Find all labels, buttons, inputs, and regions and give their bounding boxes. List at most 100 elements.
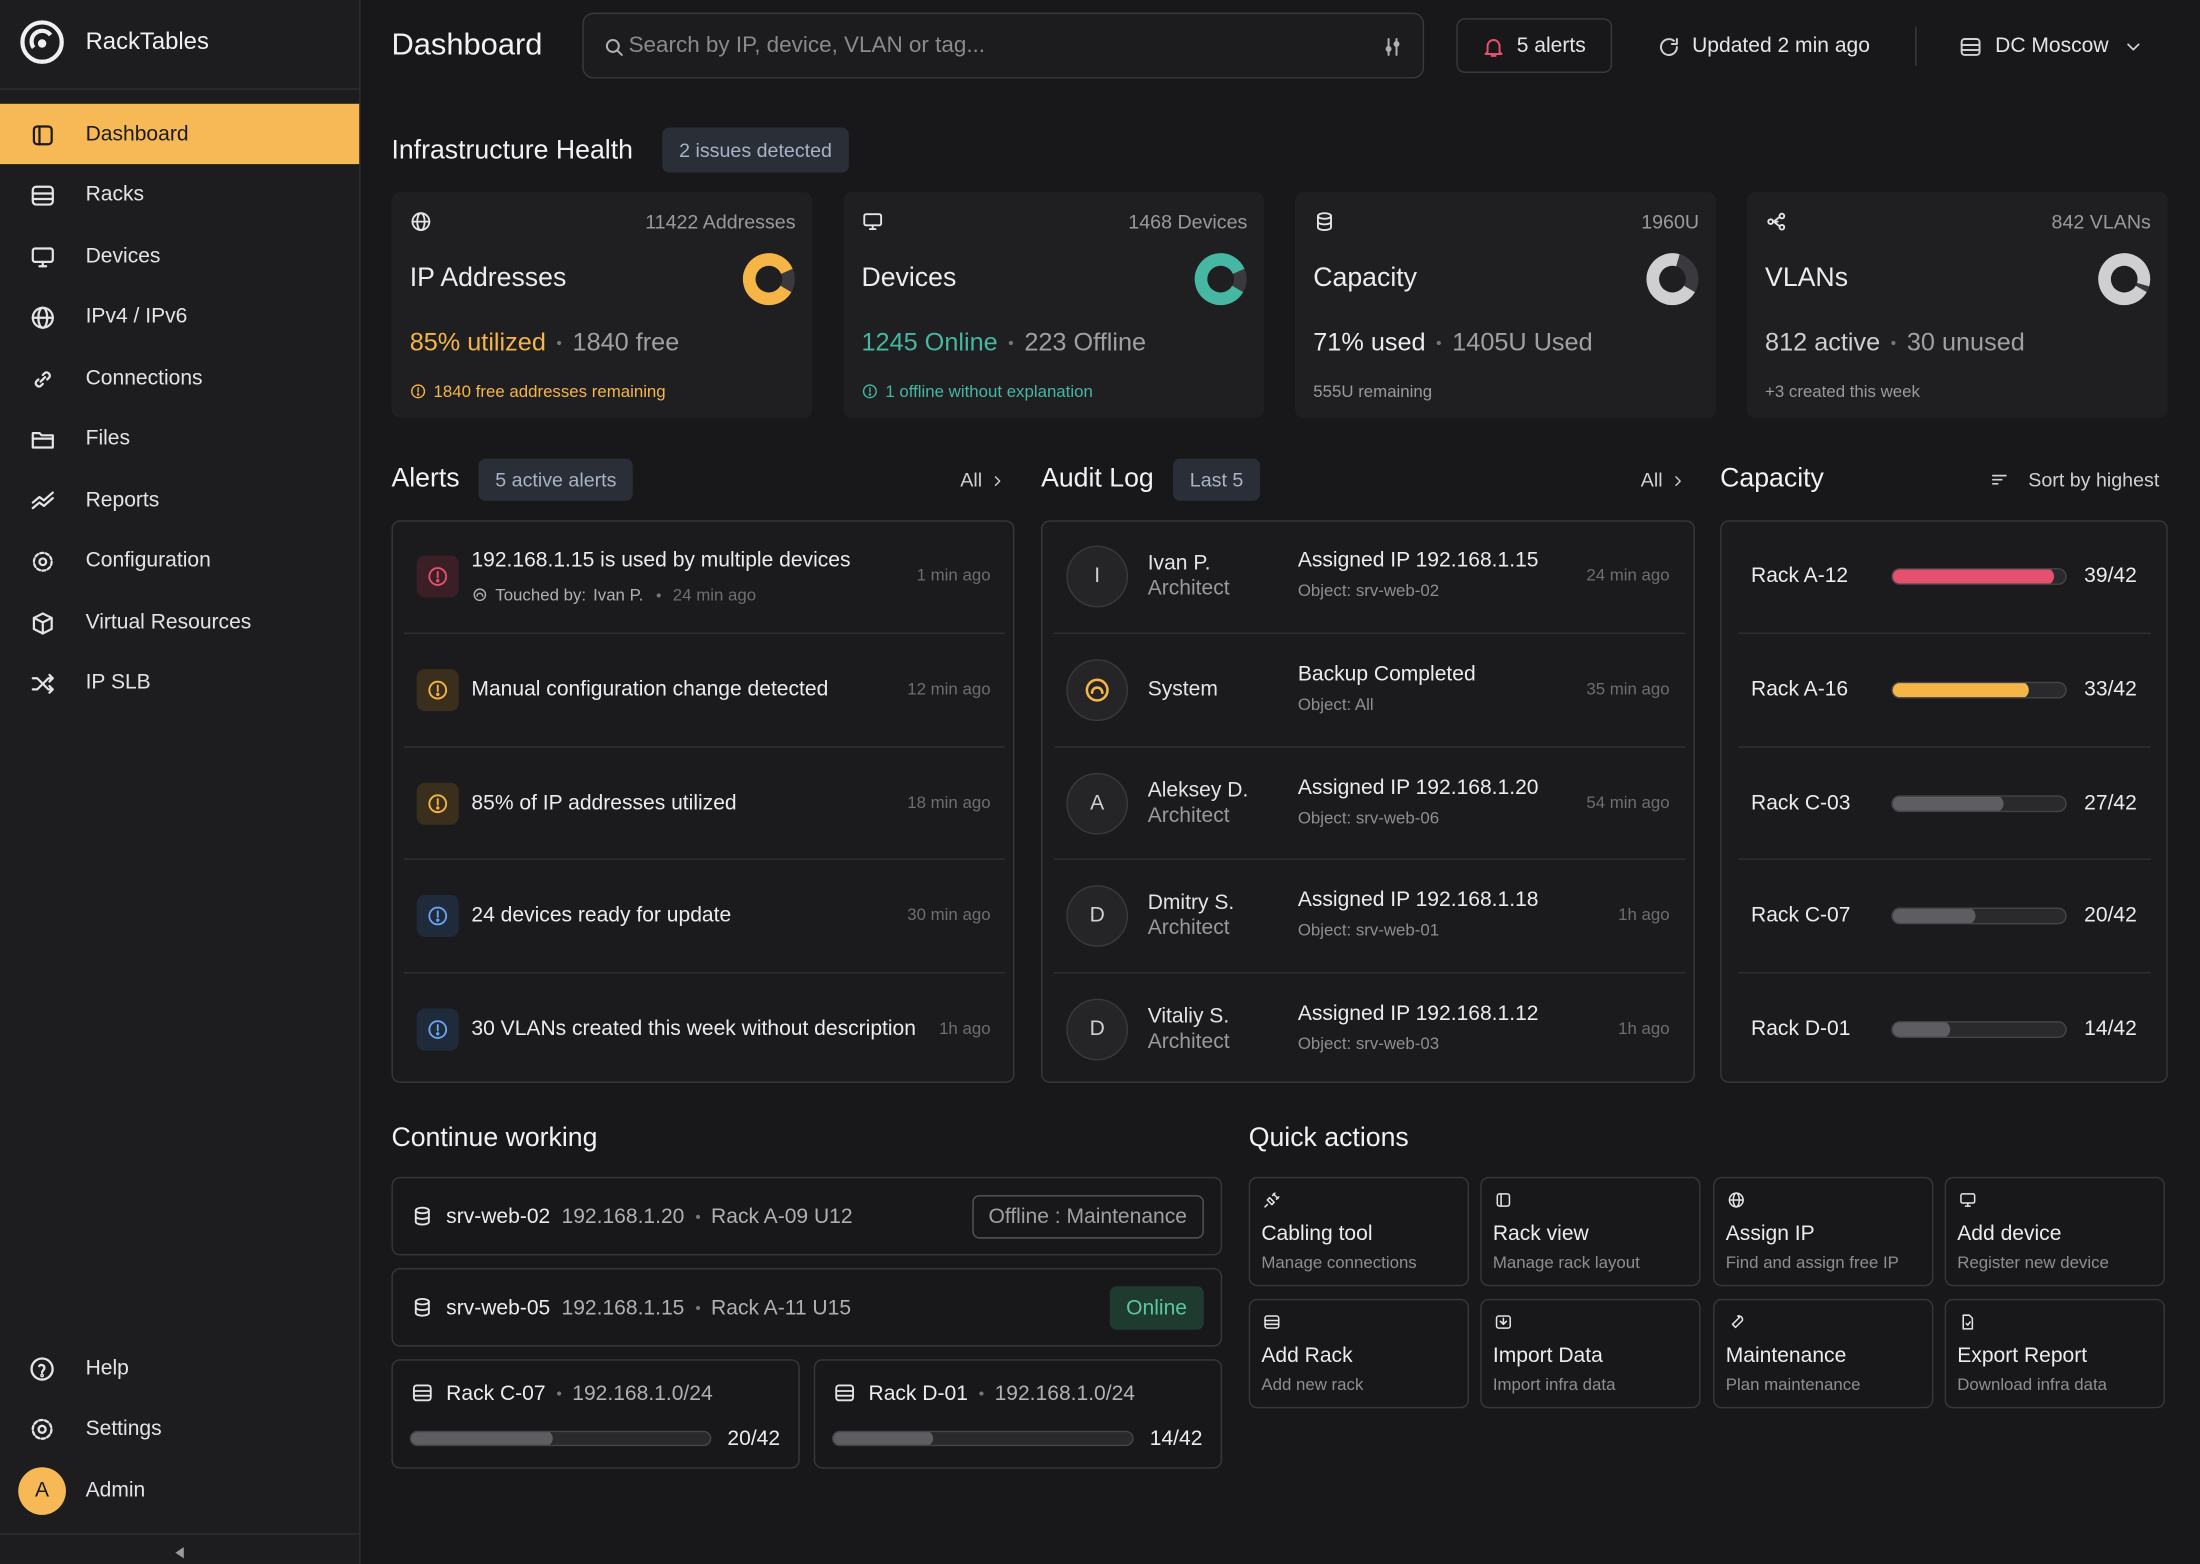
page-title: Dashboard	[391, 26, 543, 62]
action-subtitle: Download infra data	[1957, 1374, 2108, 1395]
device-ip: 192.168.1.20	[561, 1204, 685, 1229]
user-avatar	[1066, 659, 1129, 721]
alerts-card: 192.168.1.15 is used by multiple devices…	[391, 520, 1015, 1083]
gauge-arc	[1194, 253, 1247, 306]
section-title: Capacity	[1720, 463, 1824, 494]
action-title: Import Data	[1492, 1344, 1603, 1368]
icon	[1380, 34, 1404, 58]
row-divider	[1053, 858, 1686, 860]
icon-glyph	[30, 246, 54, 267]
health-card: 11422 Addresses IP Addresses 85% utilized 1…	[391, 192, 813, 419]
audit-action: Assigned IP 192.168.1.18	[1297, 888, 1539, 913]
quick-action[interactable]: Rack view Manage rack layout	[1480, 1176, 1701, 1287]
bar-track	[1891, 681, 2067, 699]
audit-time: 35 min ago	[1586, 679, 1670, 699]
audit-role: Architect	[1147, 576, 1230, 601]
icon-glyph	[835, 1384, 854, 1402]
alert-icon	[416, 894, 459, 937]
quick-action[interactable]: Maintenance Plan maintenance	[1713, 1298, 1934, 1409]
logo	[20, 20, 65, 65]
alerts-count: 5 alerts	[1516, 34, 1586, 58]
nav-item[interactable]: IP SLB	[85, 670, 151, 695]
device-name: srv-web-05	[446, 1295, 551, 1320]
action-subtitle: Register new device	[1957, 1252, 2109, 1273]
icon	[29, 487, 56, 514]
gauge-svg	[1194, 253, 1247, 306]
quick-action[interactable]: Cabling tool Manage connections	[1248, 1176, 1470, 1287]
icon	[29, 548, 56, 575]
bar-track	[832, 1430, 1134, 1447]
search-box[interactable]: Search by IP, device, VLAN or tag...	[582, 12, 1425, 79]
icon-glyph	[32, 611, 53, 634]
card-secondary: 223 Offline	[1024, 327, 1147, 356]
rack-usage: 14/42	[2084, 1017, 2137, 1042]
view-all[interactable]: All	[1640, 468, 1663, 491]
icon	[29, 121, 56, 148]
icon-glyph	[1317, 212, 1332, 231]
gauge-arc	[742, 253, 795, 306]
note-text: 1840 free addresses remaining	[433, 381, 666, 402]
alerts-button[interactable]: 5 alerts	[1456, 18, 1613, 73]
recent-device[interactable]: srv-web-02 192.168.1.20 Rack A-09 U12 Offli…	[391, 1176, 1223, 1256]
quick-action[interactable]: Add Rack Add new rack	[1248, 1298, 1470, 1409]
icon-glyph	[994, 476, 1001, 487]
card-note: 555U remaining	[1313, 380, 1432, 402]
avatar-initial: A	[35, 1478, 50, 1503]
user-avatar: D	[1066, 885, 1129, 947]
icon	[28, 1355, 56, 1383]
icon	[411, 1205, 433, 1227]
icon	[1726, 1190, 1744, 1208]
audit-time: 1h ago	[1618, 1018, 1670, 1039]
quick-action[interactable]: Add device Register new device	[1944, 1176, 2165, 1287]
quick-action[interactable]: Export Report Download infra data	[1944, 1298, 2165, 1409]
icon-glyph	[414, 1297, 430, 1317]
nav-item[interactable]: Help	[85, 1356, 129, 1381]
quick-action[interactable]: Assign IP Find and assign free IP	[1713, 1176, 1934, 1287]
status-badge: Online	[1109, 1286, 1204, 1330]
action-subtitle: Find and assign free IP	[1725, 1252, 1899, 1273]
nav-item[interactable]: IPv4 / IPv6	[85, 304, 188, 329]
nav-item[interactable]: Settings	[85, 1417, 162, 1441]
badge: 2 issues detected	[662, 127, 849, 173]
nav-item[interactable]: Configuration	[85, 548, 211, 573]
gauge	[1646, 252, 1699, 306]
icon	[1082, 675, 1113, 706]
bar-track	[1891, 568, 2067, 585]
icon	[1958, 1190, 1976, 1208]
note-text: 555U remaining	[1313, 381, 1433, 402]
nav-item[interactable]: Virtual Resources	[85, 610, 252, 635]
audit-time: 54 min ago	[1586, 792, 1670, 813]
card-note: 1 offline without explanation	[861, 380, 1093, 402]
recent-rack[interactable]: Rack C-07 192.168.1.0/24 20/42	[391, 1359, 800, 1469]
audit-time: 24 min ago	[1586, 565, 1670, 586]
action-title: Assign IP	[1725, 1222, 1815, 1246]
alert-time: 1h ago	[939, 1018, 991, 1039]
nav-item[interactable]: Files	[85, 426, 131, 451]
recent-rack[interactable]: Rack D-01 192.168.1.0/24 14/42	[813, 1359, 1223, 1469]
section-title: Alerts	[391, 463, 460, 494]
touched-label: Touched by:	[495, 584, 587, 605]
row-divider	[1738, 632, 2151, 635]
quick-action[interactable]: Import Data Import infra data	[1480, 1298, 1701, 1409]
nav-item[interactable]: Racks	[85, 182, 145, 207]
dot	[695, 1214, 700, 1219]
location[interactable]: DC Moscow	[1995, 34, 2109, 58]
rack-usage: 20/42	[727, 1426, 781, 1451]
icon-glyph	[1085, 678, 1109, 702]
icon-glyph	[30, 673, 54, 694]
nav-item[interactable]: Dashboard	[85, 122, 189, 147]
sort-control[interactable]: Sort by highest	[2028, 468, 2160, 491]
nav-item[interactable]: Reports	[85, 488, 160, 513]
icon	[989, 471, 1006, 488]
card-primary: 812 active	[1765, 327, 1881, 356]
touched-time: 24 min ago	[672, 584, 757, 605]
recent-device[interactable]: srv-web-05 192.168.1.15 Rack A-11 U15 Onlin…	[391, 1268, 1223, 1347]
view-all[interactable]: All	[960, 468, 983, 491]
nav-item[interactable]: Connections	[85, 366, 203, 391]
bar-fill	[411, 1432, 554, 1445]
collapse[interactable]	[173, 1542, 187, 1559]
device-name: srv-web-02	[446, 1204, 551, 1229]
nav-item[interactable]: Devices	[85, 244, 161, 269]
card-stats: 1245 Online 223 Offline	[861, 324, 1146, 360]
action-title: Export Report	[1957, 1344, 2088, 1368]
